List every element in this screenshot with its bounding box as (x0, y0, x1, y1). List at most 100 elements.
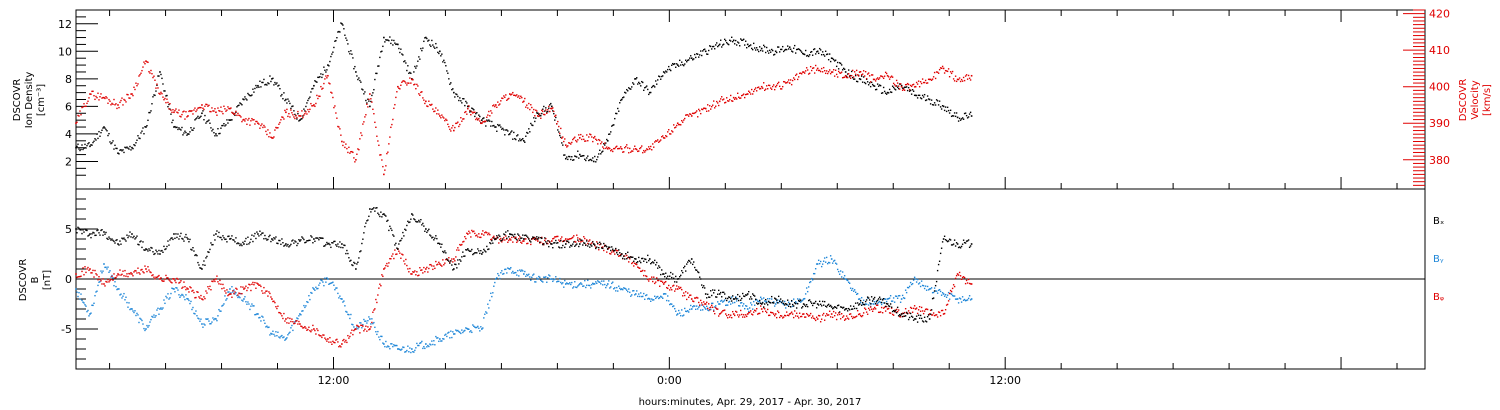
data-point (596, 282, 598, 285)
data-point (495, 104, 497, 106)
data-point (801, 71, 804, 73)
data-point (673, 305, 675, 307)
data-point (227, 106, 229, 108)
data-point (399, 88, 401, 90)
data-point (469, 111, 471, 113)
data-point (256, 231, 258, 233)
data-point (196, 315, 198, 317)
data-point (969, 299, 972, 301)
data-point (80, 148, 82, 151)
data-point (369, 328, 371, 330)
data-point (575, 155, 577, 158)
data-point (859, 301, 862, 304)
data-point (522, 137, 524, 140)
data-point (157, 275, 159, 278)
data-point (198, 318, 200, 320)
data-point (317, 329, 319, 332)
data-point (338, 297, 340, 299)
data-point (638, 267, 640, 269)
data-point (596, 246, 598, 248)
data-point (378, 336, 380, 338)
data-point (153, 75, 155, 77)
data-point (261, 123, 263, 125)
data-point (260, 285, 262, 288)
data-point (298, 239, 300, 241)
data-point (624, 255, 626, 257)
data-point (940, 294, 943, 296)
data-point (871, 310, 874, 313)
data-point (552, 280, 554, 283)
data-point (348, 257, 350, 259)
data-point (220, 106, 222, 108)
data-point (133, 235, 135, 238)
data-point (562, 144, 564, 146)
data-point (874, 88, 877, 91)
data-point (211, 130, 213, 132)
data-point (938, 288, 941, 291)
data-point (568, 142, 570, 144)
data-point (432, 236, 434, 239)
data-point (732, 302, 734, 304)
data-point (170, 113, 172, 115)
data-point (516, 274, 518, 276)
data-point (472, 253, 474, 256)
data-point (684, 117, 686, 120)
data-point (569, 155, 571, 158)
data-point (151, 73, 153, 75)
data-point (155, 314, 157, 317)
data-point (530, 243, 532, 246)
data-point (753, 309, 756, 311)
data-point (641, 80, 643, 83)
data-point (617, 147, 619, 150)
data-point (588, 243, 590, 245)
data-point (357, 148, 359, 150)
data-point (363, 93, 365, 95)
data-point (820, 318, 823, 320)
data-point (160, 73, 162, 76)
data-point (731, 300, 733, 302)
data-point (261, 81, 263, 84)
data-point (880, 301, 883, 304)
data-point (957, 302, 960, 304)
data-point (419, 94, 421, 96)
data-point (821, 314, 824, 316)
data-point (739, 97, 741, 99)
data-point (536, 112, 538, 114)
data-point (322, 281, 324, 283)
data-point (904, 315, 907, 317)
data-point (270, 332, 272, 335)
data-point (780, 88, 783, 90)
data-point (644, 270, 646, 272)
time-tick-label: 12:00 (989, 374, 1021, 387)
data-point (316, 94, 318, 97)
data-point (701, 108, 703, 110)
data-point (569, 142, 571, 144)
data-point (191, 129, 193, 131)
data-point (169, 280, 171, 282)
data-point (954, 115, 957, 118)
data-point (643, 274, 645, 277)
data-point (782, 303, 785, 306)
data-point (667, 131, 669, 133)
data-point (763, 46, 766, 48)
data-point (395, 253, 397, 256)
data-point (497, 272, 499, 275)
data-point (323, 334, 325, 336)
data-point (806, 305, 809, 308)
data-point (238, 295, 240, 298)
data-point (738, 42, 740, 44)
data-point (795, 73, 798, 75)
data-point (963, 298, 966, 301)
data-point (645, 275, 647, 277)
data-point (98, 281, 100, 283)
data-point (360, 324, 362, 326)
data-point (598, 281, 600, 283)
data-point (347, 313, 349, 316)
data-point (202, 299, 204, 301)
data-point (680, 64, 682, 66)
data-point (388, 346, 390, 348)
data-point (773, 305, 776, 307)
data-point (647, 148, 649, 151)
data-point (583, 242, 585, 244)
data-point (750, 88, 753, 91)
